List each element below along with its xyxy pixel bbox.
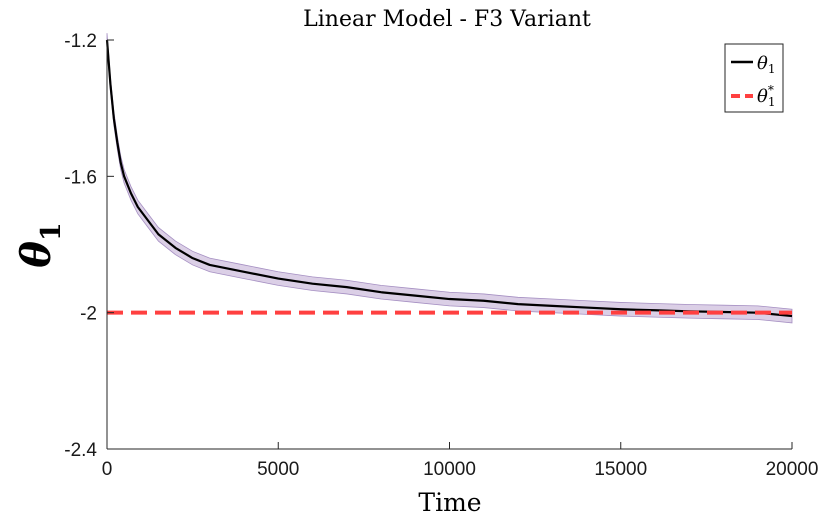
x-axis-label: Time bbox=[418, 488, 481, 517]
series-line-theta1 bbox=[105, 39, 793, 318]
x-tick-label: 5000 bbox=[257, 459, 299, 480]
chart-title: Linear Model - F3 Variant bbox=[303, 7, 591, 32]
y-tick-label: -1.2 bbox=[64, 31, 97, 52]
y-axis-label-subscript: 1 bbox=[36, 222, 67, 241]
y-tick-label: -2 bbox=[80, 304, 97, 325]
x-ticks: 0 5000 10000 15000 20000 bbox=[102, 442, 819, 480]
legend-label-theta1: θ1 bbox=[757, 53, 775, 76]
x-tick-label: 10000 bbox=[423, 459, 476, 480]
y-ticks: -1.2 -1.6 -2 -2.4 bbox=[64, 31, 114, 461]
confidence-band-layer bbox=[106, 33, 793, 324]
y-axis-label-symbol: θ bbox=[13, 241, 60, 268]
y-tick-label: -1.6 bbox=[64, 167, 97, 188]
y-tick-label: -2.4 bbox=[64, 440, 97, 461]
x-tick-label: 15000 bbox=[594, 459, 647, 480]
y-axis-label: θ1 bbox=[13, 222, 67, 267]
legend: θ1 θ* 1 bbox=[724, 43, 784, 113]
series-layer bbox=[105, 39, 793, 318]
x-tick-label: 0 bbox=[102, 459, 113, 480]
x-tick-label: 20000 bbox=[766, 459, 819, 480]
confidence-band bbox=[106, 33, 793, 324]
legend-box bbox=[724, 43, 784, 113]
legend-label-theta1-star: θ* 1 bbox=[757, 83, 775, 109]
